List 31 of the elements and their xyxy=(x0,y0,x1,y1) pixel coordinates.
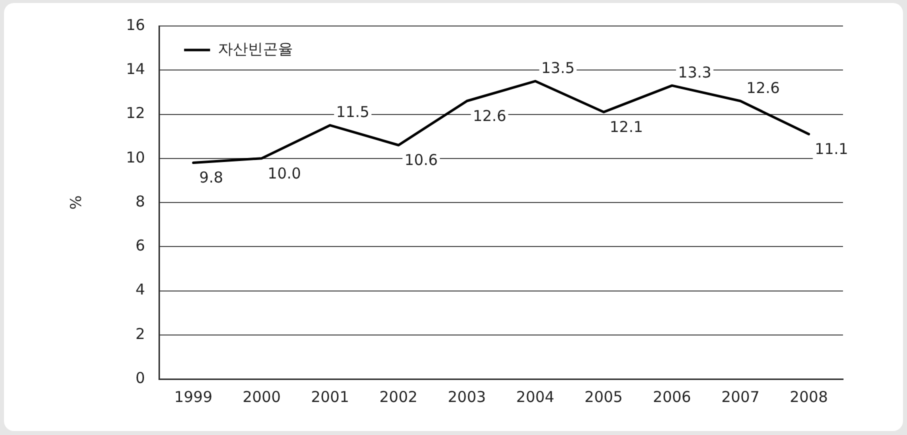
x-tick-label: 2004 xyxy=(516,388,554,406)
data-label: 11.1 xyxy=(814,140,848,158)
data-label: 12.1 xyxy=(610,118,644,136)
y-tick-label: 0 xyxy=(136,368,146,387)
data-label: 9.8 xyxy=(199,168,224,187)
data-label: 10.0 xyxy=(268,164,302,182)
y-tick-label: 6 xyxy=(136,236,146,255)
y-tick-label: 2 xyxy=(136,324,146,343)
data-label: 13.5 xyxy=(541,59,575,78)
y-tick-label: 14 xyxy=(126,60,146,78)
x-tick-label: 2007 xyxy=(721,388,760,406)
x-tick-label: 2000 xyxy=(242,388,281,406)
x-tick-label: 2003 xyxy=(448,388,486,406)
x-tick-label: 1999 xyxy=(174,388,212,406)
y-tick-label: 8 xyxy=(136,192,146,210)
y-tick-label: 12 xyxy=(126,104,146,122)
data-label: 11.5 xyxy=(336,103,370,122)
legend-label: 자산빈곤율 xyxy=(218,40,294,58)
y-axis-title: % xyxy=(66,195,85,210)
x-tick-label: 2006 xyxy=(652,388,692,406)
y-tick-label: 16 xyxy=(126,16,146,34)
x-tick-label: 2002 xyxy=(379,388,418,406)
y-tick-label: 10 xyxy=(126,148,146,166)
data-label: 12.6 xyxy=(472,106,506,125)
x-tick-label: 2001 xyxy=(310,388,350,406)
data-label: 10.6 xyxy=(404,151,438,170)
data-label: 12.6 xyxy=(746,78,780,97)
y-tick-label: 4 xyxy=(136,280,146,299)
x-tick-label: 2008 xyxy=(790,388,828,406)
x-tick-label: 2005 xyxy=(584,388,623,406)
data-label: 13.3 xyxy=(678,63,712,82)
